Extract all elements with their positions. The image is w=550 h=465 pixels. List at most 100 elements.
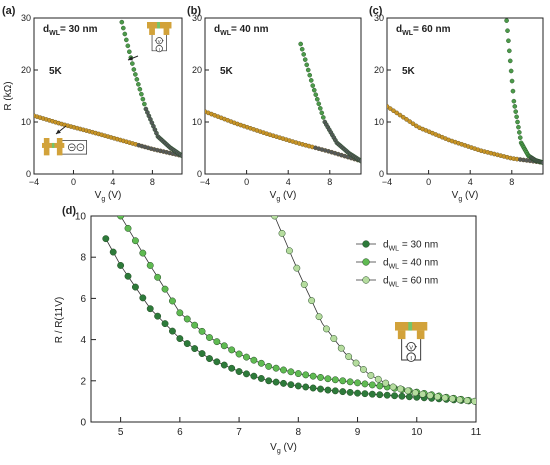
data-point: [376, 382, 384, 390]
device-schematic-bottom: ~: [42, 138, 88, 156]
y-tick-label: 2: [80, 376, 86, 387]
x-axis-label: Vg (V): [270, 190, 297, 203]
x-tick-label: 8: [327, 177, 332, 187]
data-point: [213, 358, 221, 366]
data-point: [191, 321, 199, 329]
x-tick-label: 4: [286, 177, 291, 187]
ammeter-symbol: I: [159, 47, 160, 52]
data-point-branch: [510, 88, 516, 94]
data-point-branch: [130, 61, 135, 66]
data-point: [168, 297, 176, 305]
x-tick-label: −4: [382, 177, 392, 187]
data-point: [146, 305, 154, 313]
data-point-branch: [119, 19, 125, 25]
y-tick-label: 10: [374, 117, 384, 127]
data-point: [324, 386, 332, 394]
x-axis-label: Vg (V): [270, 442, 297, 455]
data-point: [345, 353, 353, 361]
data-point-branch: [512, 104, 518, 109]
temperature-label: 5K: [49, 66, 63, 77]
data-point: [220, 361, 228, 369]
data-point-branch: [313, 92, 319, 97]
data-point: [161, 285, 169, 293]
data-point: [131, 237, 139, 245]
data-point: [354, 379, 361, 387]
thickness-annotation: dWL= 30 nm: [43, 24, 98, 37]
data-point: [272, 378, 280, 386]
y-tick-label: 4: [80, 335, 86, 346]
x-tick-label: 8: [296, 427, 302, 438]
y-tick-label: 20: [192, 65, 202, 75]
data-point: [109, 248, 117, 256]
x-tick-label: 5: [118, 427, 124, 438]
data-point-branch: [319, 110, 325, 116]
data-point: [317, 374, 324, 381]
data-point-branch: [124, 37, 129, 43]
data-point: [287, 368, 295, 376]
y-tick-label: 0: [379, 169, 384, 179]
data-point: [398, 392, 406, 400]
arrow-head: [56, 129, 61, 134]
data-point: [220, 342, 228, 350]
x-tick-label: 0: [426, 177, 431, 187]
data-point-branch: [305, 67, 311, 73]
data-point: [139, 294, 147, 302]
y-tick-label: 30: [192, 13, 202, 23]
data-point-branch: [507, 48, 512, 54]
data-point: [265, 377, 273, 385]
data-point-branch: [131, 67, 137, 72]
data-point: [308, 297, 316, 305]
thickness-annotation: dWL= 40 nm: [214, 24, 269, 37]
data-point-branch: [142, 101, 147, 107]
data-point-branch: [511, 98, 517, 104]
data-point: [102, 235, 110, 243]
data-point: [206, 334, 213, 341]
data-point: [191, 345, 199, 353]
data-point: [302, 383, 310, 391]
x-tick-label: 4: [110, 177, 115, 187]
data-point: [324, 375, 332, 383]
data-point-branch: [515, 119, 520, 125]
x-tick-label: 8: [150, 177, 155, 187]
x-axis-label: Vg (V): [452, 190, 479, 203]
y-tick-label: 20: [374, 65, 384, 75]
data-point: [294, 382, 302, 390]
data-point: [397, 385, 404, 393]
data-point-branch: [139, 91, 144, 97]
arrow-head: [128, 56, 133, 61]
data-point-branch: [316, 101, 322, 107]
data-point: [361, 380, 369, 388]
ammeter-symbol: I: [410, 356, 412, 362]
data-point-branch: [307, 72, 313, 78]
data-point: [330, 335, 338, 343]
temperature-label: 5K: [402, 66, 416, 77]
y-axis-label: R (kΩ): [3, 81, 14, 110]
data-point: [331, 387, 339, 395]
data-point-branch: [507, 58, 513, 64]
y-tick-label: 10: [21, 117, 31, 127]
data-point: [352, 359, 360, 367]
legend-marker: [362, 240, 370, 248]
panel-label: (b): [187, 5, 201, 17]
y-tick-label: 8: [80, 253, 86, 264]
data-point: [293, 264, 301, 272]
y-tick-label: 0: [80, 418, 86, 429]
data-point: [287, 381, 295, 389]
legend-marker: [362, 276, 370, 284]
plot-frame: [33, 17, 183, 175]
data-point: [405, 393, 413, 401]
data-point-branch: [302, 57, 308, 62]
data-point: [235, 368, 243, 375]
data-point: [124, 272, 132, 280]
data-point-branch: [314, 96, 320, 102]
data-point: [265, 362, 273, 370]
data-point: [337, 344, 345, 352]
data-point: [294, 370, 302, 378]
data-point: [322, 325, 330, 333]
data-point-branch: [136, 82, 141, 87]
y-axis-label: R / R(11V): [54, 297, 65, 344]
data-point: [257, 359, 265, 367]
